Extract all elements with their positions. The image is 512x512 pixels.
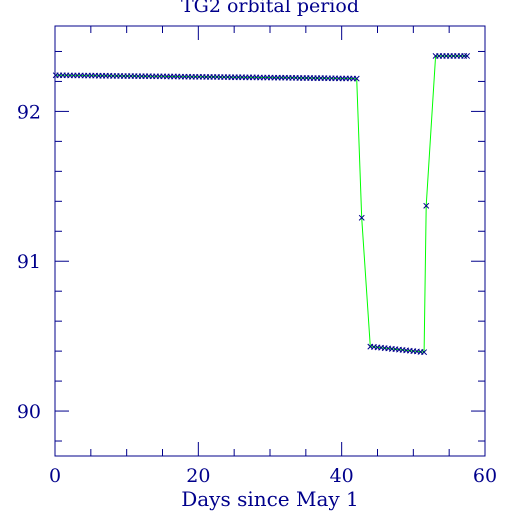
chart-title: TG2 orbital period <box>181 0 359 17</box>
x-tick-label: 60 <box>473 465 497 487</box>
data-point-marker <box>423 202 430 209</box>
x-tick-label: 40 <box>330 465 354 487</box>
y-tick-label: 90 <box>17 401 41 423</box>
x-tick-label: 20 <box>186 465 210 487</box>
data-point-marker <box>358 214 365 221</box>
plot-area <box>52 53 471 356</box>
plot-frame <box>54 25 486 457</box>
axis-ticks <box>54 26 486 456</box>
y-tick-label: 91 <box>17 251 41 273</box>
data-point-marker <box>353 75 360 82</box>
y-tick-label: 92 <box>17 101 41 123</box>
x-axis-label: Days since May 1 <box>181 487 359 511</box>
series-line <box>55 55 468 353</box>
data-point-marker <box>464 53 471 59</box>
x-tick-label: 0 <box>49 465 61 487</box>
axis-tick-labels: 0 20 40 60 90 91 92 <box>17 101 497 487</box>
data-point-marker <box>421 349 428 356</box>
